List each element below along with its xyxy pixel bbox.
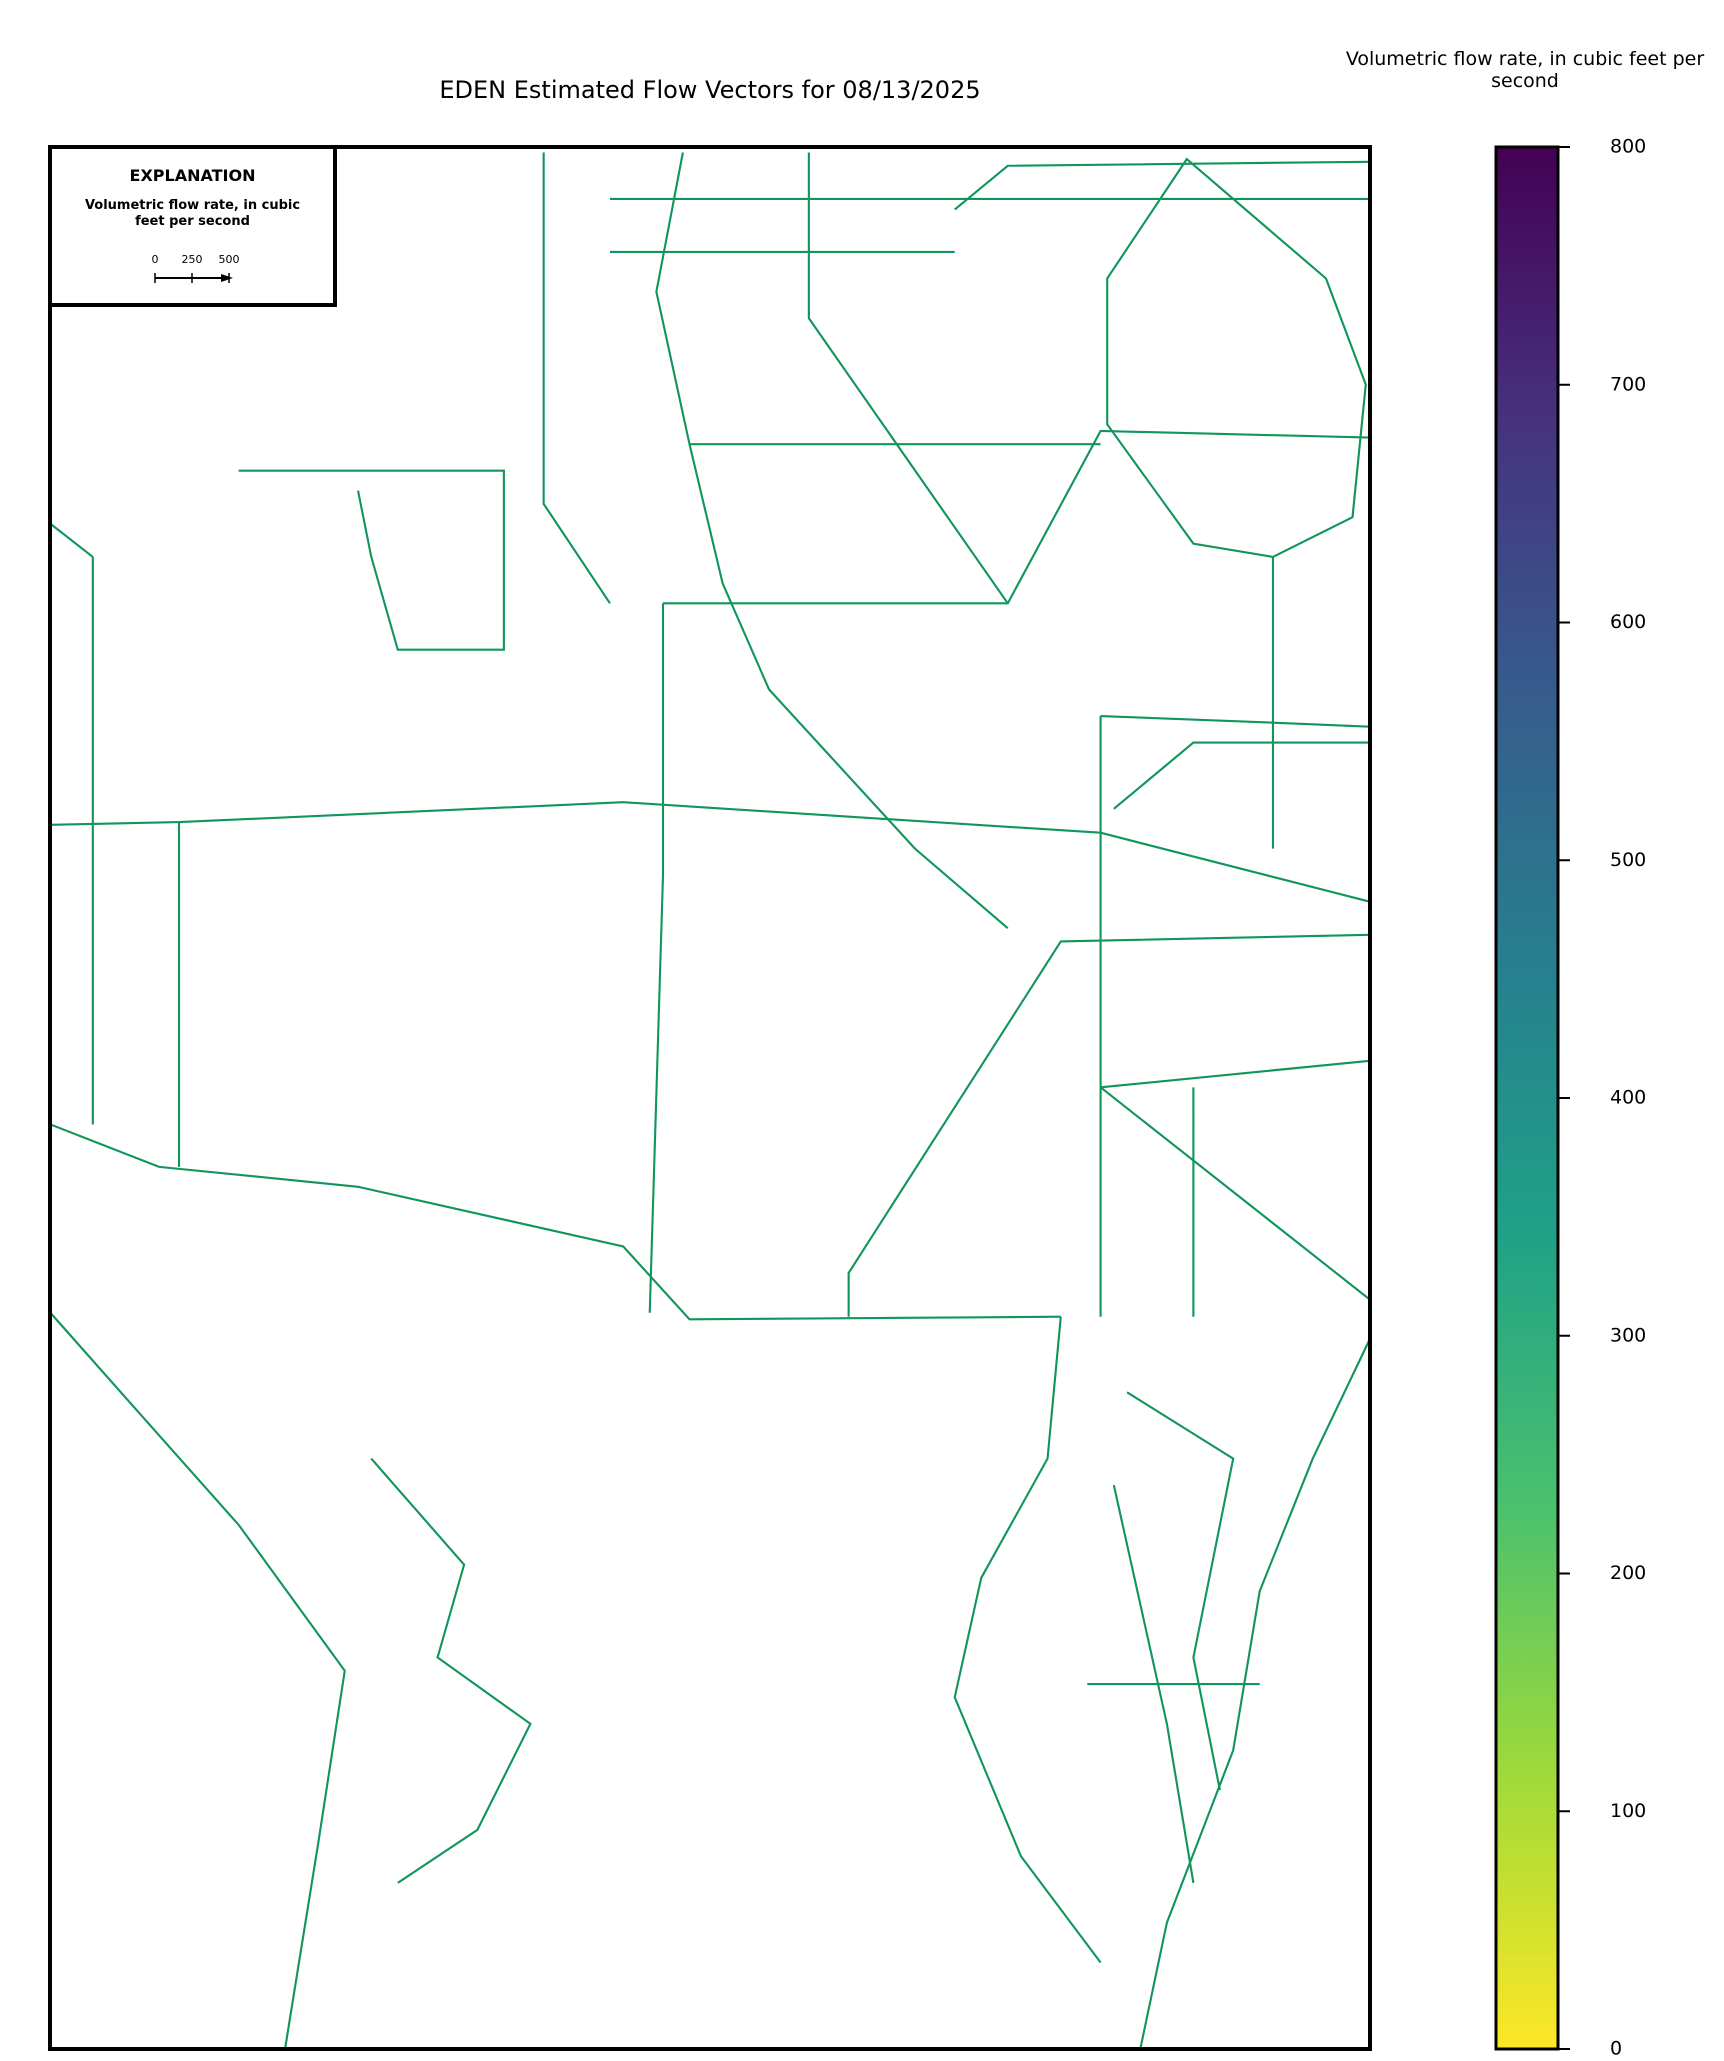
colorbar xyxy=(1494,145,1560,2051)
colorbar-tick-label: 300 xyxy=(1610,1324,1646,1346)
scale-tick-label: 250 xyxy=(182,253,203,266)
colorbar-tick-label: 500 xyxy=(1610,849,1646,871)
map-frame xyxy=(48,145,1372,2051)
map-lines xyxy=(49,152,1371,2049)
colorbar-tick-label: 100 xyxy=(1610,1800,1646,1822)
colorbar-tick-label: 0 xyxy=(1610,2038,1622,2060)
chart-title: EDEN Estimated Flow Vectors for 08/13/20… xyxy=(439,76,981,104)
scale-tick-label: 500 xyxy=(219,253,240,266)
colorbar-tick-label: 400 xyxy=(1610,1087,1646,1109)
colorbar-tick-label: 800 xyxy=(1610,136,1646,158)
explanation-label: Volumetric flow rate, in cubic feet per … xyxy=(84,198,301,229)
colorbar-tick-label: 200 xyxy=(1610,1562,1646,1584)
scale-arrowhead xyxy=(221,274,233,282)
explanation-title: EXPLANATION xyxy=(129,166,256,185)
colorbar-tick-label: 600 xyxy=(1610,611,1646,633)
colorbar-tick-label: 700 xyxy=(1610,373,1646,395)
colorbar-label: Volumetric flow rate, in cubic feet per … xyxy=(1345,48,1705,92)
scale-tick-label: 0 xyxy=(152,253,159,266)
